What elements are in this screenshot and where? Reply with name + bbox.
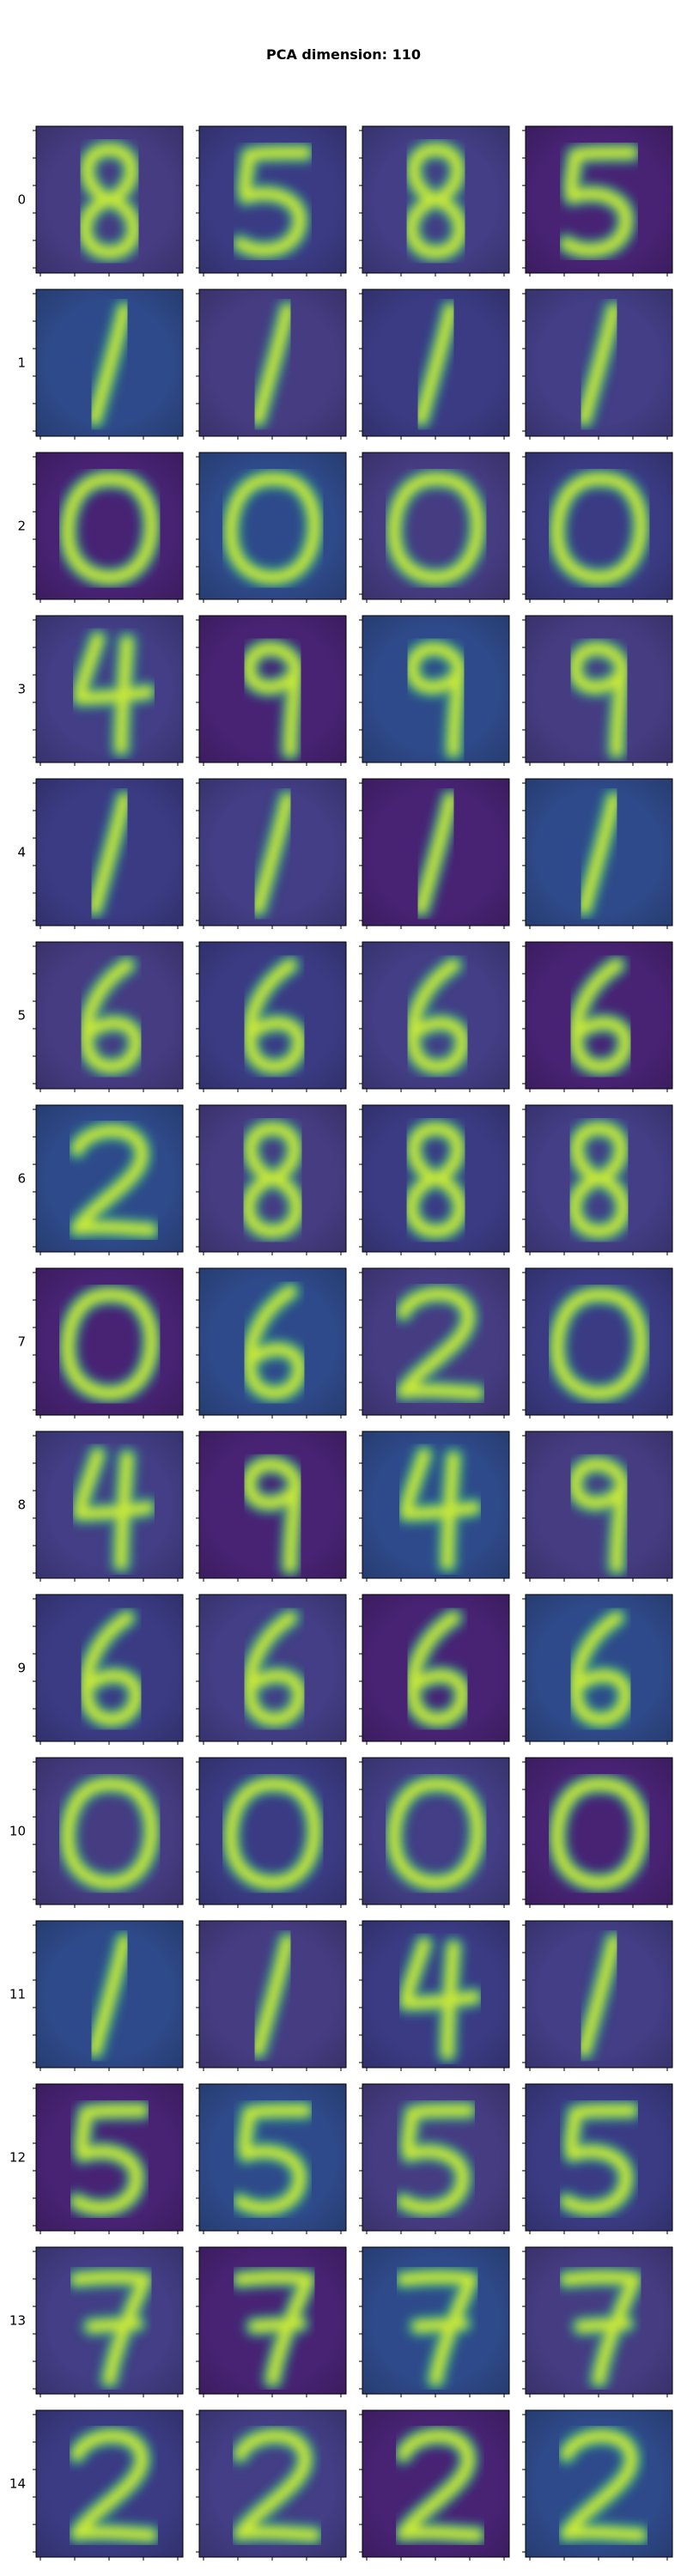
digit-image-r13-c2 [359, 2246, 510, 2397]
digit-image-r5-c3 [522, 941, 673, 1092]
digit-image-r0-c1 [196, 125, 347, 276]
digit-image-r5-c2 [359, 941, 510, 1092]
row-label-2: 2 [17, 519, 26, 534]
digit-image-r2-c1 [196, 452, 347, 603]
row-label-3: 3 [17, 682, 26, 697]
row-label-12: 12 [9, 2150, 26, 2166]
digit-image-r3-c1 [196, 615, 347, 766]
digit-image-r3-c2 [359, 615, 510, 766]
digit-image-r6-c1 [196, 1104, 347, 1255]
digit-image-r11-c0 [33, 1920, 184, 2071]
digit-image-r7-c1 [196, 1267, 347, 1419]
digit-image-r8-c1 [196, 1431, 347, 1582]
digit-image-r6-c2 [359, 1104, 510, 1255]
digit-image-r10-c1 [196, 1757, 347, 1908]
row-label-8: 8 [17, 1498, 26, 1513]
digit-image-r13-c0 [33, 2246, 184, 2397]
digit-image-r8-c3 [522, 1431, 673, 1582]
digit-image-r3-c3 [522, 615, 673, 766]
digit-image-r1-c2 [359, 289, 510, 440]
row-label-6: 6 [17, 1171, 26, 1187]
digit-image-r10-c2 [359, 1757, 510, 1908]
row-label-0: 0 [17, 192, 26, 208]
digit-image-r4-c1 [196, 778, 347, 929]
digit-image-r11-c3 [522, 1920, 673, 2071]
digit-image-r5-c0 [33, 941, 184, 1092]
digit-image-r12-c3 [522, 2083, 673, 2234]
digit-image-r3-c0 [33, 615, 184, 766]
digit-image-r11-c1 [196, 1920, 347, 2071]
digit-image-r9-c2 [359, 1594, 510, 1745]
row-label-4: 4 [17, 845, 26, 860]
digit-image-r7-c2 [359, 1267, 510, 1419]
digit-image-r9-c3 [522, 1594, 673, 1745]
digit-image-r13-c1 [196, 2246, 347, 2397]
row-label-1: 1 [17, 355, 26, 371]
digit-image-r7-c0 [33, 1267, 184, 1419]
digit-image-r12-c2 [359, 2083, 510, 2234]
digit-image-r6-c3 [522, 1104, 673, 1255]
digit-image-r1-c3 [522, 289, 673, 440]
digit-image-r9-c1 [196, 1594, 347, 1745]
row-label-5: 5 [17, 1008, 26, 1024]
digit-image-r4-c2 [359, 778, 510, 929]
digit-image-r14-c1 [196, 2409, 347, 2561]
digit-image-r13-c3 [522, 2246, 673, 2397]
digit-image-r7-c3 [522, 1267, 673, 1419]
digit-image-r10-c0 [33, 1757, 184, 1908]
digit-image-r1-c1 [196, 289, 347, 440]
digit-image-r0-c0 [33, 125, 184, 276]
row-label-9: 9 [17, 1661, 26, 1676]
digit-image-r9-c0 [33, 1594, 184, 1745]
digit-image-r12-c1 [196, 2083, 347, 2234]
row-label-13: 13 [9, 2313, 26, 2329]
row-label-11: 11 [9, 1987, 26, 2002]
row-label-14: 14 [9, 2476, 26, 2492]
digit-image-r1-c0 [33, 289, 184, 440]
digit-image-r6-c0 [33, 1104, 184, 1255]
digit-image-r2-c3 [522, 452, 673, 603]
digit-image-r5-c1 [196, 941, 347, 1092]
digit-image-r14-c3 [522, 2409, 673, 2561]
digit-image-r2-c0 [33, 452, 184, 603]
digit-image-r4-c3 [522, 778, 673, 929]
chart-title: PCA dimension: 110 [265, 46, 422, 63]
digit-image-r2-c2 [359, 452, 510, 603]
row-label-10: 10 [9, 1824, 26, 1839]
row-label-7: 7 [17, 1334, 26, 1350]
digit-image-r11-c2 [359, 1920, 510, 2071]
digit-image-r14-c0 [33, 2409, 184, 2561]
digit-image-r0-c3 [522, 125, 673, 276]
digit-image-r8-c0 [33, 1431, 184, 1582]
digit-image-r0-c2 [359, 125, 510, 276]
digit-image-r10-c3 [522, 1757, 673, 1908]
digit-image-r14-c2 [359, 2409, 510, 2561]
digit-image-r4-c0 [33, 778, 184, 929]
digit-image-r12-c0 [33, 2083, 184, 2234]
digit-image-r8-c2 [359, 1431, 510, 1582]
